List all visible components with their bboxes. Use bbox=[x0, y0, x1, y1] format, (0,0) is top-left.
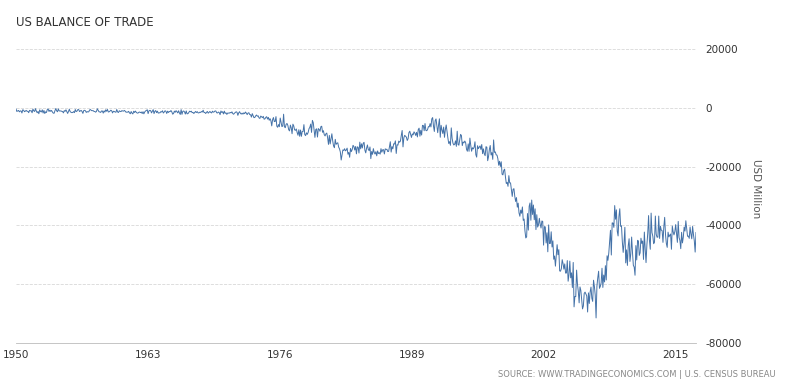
Text: US BALANCE OF TRADE: US BALANCE OF TRADE bbox=[16, 16, 154, 29]
Text: SOURCE: WWW.TRADINGECONOMICS.COM | U.S. CENSUS BUREAU: SOURCE: WWW.TRADINGECONOMICS.COM | U.S. … bbox=[498, 370, 776, 379]
Y-axis label: USD Million: USD Million bbox=[751, 159, 761, 218]
